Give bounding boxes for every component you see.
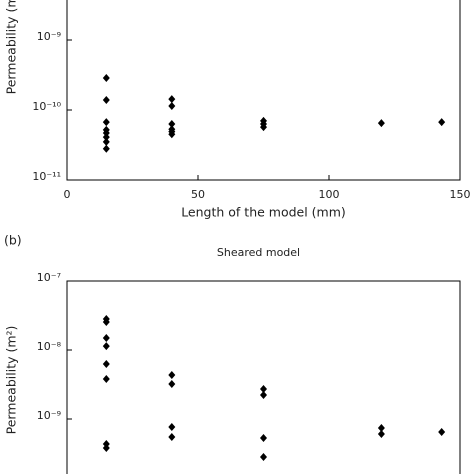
chart-title: Sheared model (217, 246, 300, 259)
data-point (102, 342, 110, 351)
data-point (102, 128, 110, 137)
x-tick-label: 50 (191, 188, 205, 201)
x-axis-label: Length of the model (mm) (181, 205, 346, 220)
data-point (102, 133, 110, 142)
y-tick-label: 10⁻⁹ (37, 30, 61, 43)
data-point (102, 334, 110, 343)
data-point (102, 144, 110, 153)
data-point (168, 120, 176, 129)
x-tick-label: 150 (450, 188, 471, 201)
plot-frame (66, 280, 461, 474)
data-point (168, 95, 176, 104)
y-tick-label: 10⁻⁹ (37, 409, 61, 422)
y-tick-label: 10⁻¹⁰ (32, 100, 61, 113)
data-point (260, 433, 267, 442)
y-tick-label: 10⁻⁷ (37, 271, 61, 284)
data-point (102, 118, 110, 127)
data-point (377, 429, 385, 438)
data-point (168, 433, 176, 442)
x-tick-label: 0 (64, 188, 71, 201)
data-point (168, 423, 176, 432)
data-point (260, 385, 267, 394)
panel-label: (b) (4, 233, 22, 248)
data-point (102, 137, 110, 146)
data-point (102, 359, 110, 368)
data-point (260, 123, 267, 132)
data-point (168, 370, 176, 379)
data-point (102, 317, 110, 326)
data-point (102, 443, 110, 452)
x-tick-label: 100 (319, 188, 340, 201)
y-tick-label: 10⁻¹¹ (32, 170, 61, 183)
data-point (260, 390, 267, 399)
data-point (168, 130, 176, 139)
y-tick-label: 10⁻⁸ (37, 340, 62, 353)
data-point (438, 118, 446, 127)
plot-frame (66, 0, 461, 181)
data-point (438, 427, 446, 436)
data-point (260, 453, 267, 462)
data-point (377, 423, 385, 432)
y-axis-label: Permeability (m²) (4, 0, 19, 94)
data-point (168, 102, 176, 111)
data-point (102, 74, 110, 83)
data-point (377, 119, 385, 128)
data-point (102, 95, 110, 104)
y-axis-label: Permeability (m²) (4, 326, 19, 435)
data-point (168, 380, 176, 389)
data-point (102, 439, 110, 448)
data-point (102, 374, 110, 383)
